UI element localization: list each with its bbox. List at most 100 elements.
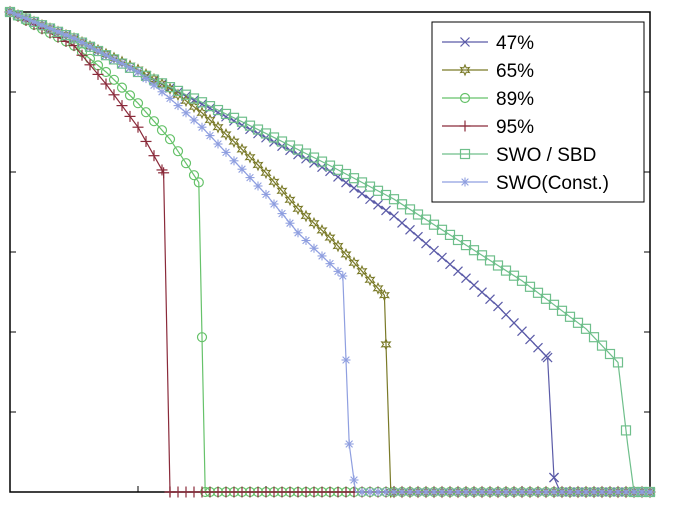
series-5-point-2 — [21, 14, 31, 24]
series-3-point-11 — [92, 68, 104, 80]
series-5-point-49 — [397, 487, 407, 497]
series-5-point-35 — [285, 218, 295, 228]
series-1-point-36 — [292, 202, 304, 216]
series-0-point-64 — [517, 326, 527, 337]
series-4-point-75 — [604, 348, 616, 360]
series-4-point-73 — [588, 332, 600, 343]
legend-marker-2 — [459, 92, 471, 104]
series-1-point-23 — [188, 100, 200, 114]
series-5-point-63 — [509, 487, 519, 497]
series-2-point-18 — [148, 116, 160, 127]
series-5-point-44 — [357, 487, 367, 497]
series-0-point-49 — [397, 217, 407, 228]
series-1-point-44 — [356, 264, 368, 278]
series-4-point-68 — [548, 299, 560, 310]
series-5-point-75 — [605, 487, 615, 497]
series-0-drop-end — [549, 472, 559, 483]
series-5-point-48 — [389, 487, 399, 497]
series-5-point-43 — [349, 475, 359, 485]
series-5-point-64 — [517, 487, 527, 497]
series-5-point-57 — [461, 487, 471, 497]
series-5-point-4 — [37, 20, 47, 30]
series-4-point-23 — [188, 93, 200, 104]
series-5-point-21 — [173, 101, 183, 111]
series-4-point-56 — [452, 234, 464, 246]
series-4-point-70 — [564, 311, 576, 322]
series-4-point-71 — [572, 317, 584, 328]
legend-entry-5: SWO(Const.) — [442, 173, 609, 194]
series-5-point-7 — [61, 30, 71, 40]
legend-marker-0 — [460, 37, 470, 47]
series-5-point-17 — [141, 74, 151, 84]
series-5-point-42 — [341, 355, 351, 365]
series-0-point-62 — [501, 309, 511, 320]
series-3-drop-start — [158, 167, 170, 179]
series-0-point-47 — [381, 205, 391, 216]
series-3-point-18 — [148, 150, 160, 162]
series-2-drop-start — [193, 177, 204, 188]
series-5-point-58 — [469, 487, 479, 497]
series-5-point-28 — [229, 156, 239, 166]
series-4-point-27 — [220, 108, 232, 120]
series-5-point-24 — [197, 122, 207, 132]
series-4-point-76 — [612, 357, 624, 368]
series-0-point-53 — [429, 245, 439, 256]
series-5-point-40 — [325, 259, 335, 269]
series-5-point-77 — [621, 487, 631, 497]
series-layer — [4, 5, 656, 499]
series-5-point-37 — [301, 236, 311, 246]
series-5-point-52 — [421, 487, 431, 497]
series-5-point-47 — [381, 487, 391, 497]
legend-marker-5 — [460, 177, 470, 187]
series-0-point-66 — [533, 342, 543, 353]
series-3-point-9 — [76, 49, 88, 61]
series-5-point-71 — [573, 487, 583, 497]
series-2-point-23 — [188, 170, 200, 181]
series-5-point-76 — [613, 487, 623, 497]
series-5-point-18 — [149, 80, 159, 90]
legend-marker-4 — [459, 148, 471, 160]
series-2-point-19 — [156, 125, 168, 136]
series-4-point-22 — [180, 89, 192, 100]
series-1-point-41 — [332, 239, 344, 253]
series-5-point-68 — [549, 487, 559, 497]
series-5-point-50 — [405, 487, 415, 497]
series-3-point-14 — [116, 100, 128, 112]
series-0-point-52 — [421, 238, 431, 249]
series-4-point-66 — [532, 287, 544, 298]
series-3-point-10 — [84, 59, 96, 71]
series-3-point-16 — [132, 121, 144, 133]
series-5-point-39 — [317, 251, 327, 261]
series-0-point-65 — [525, 334, 535, 345]
series-5-point-56 — [453, 487, 463, 497]
series-4-point-53 — [428, 219, 440, 230]
series-5-point-69 — [557, 487, 567, 497]
series-4-point-20 — [164, 82, 176, 93]
series-4-point-77 — [620, 425, 632, 436]
series-1-point-31 — [252, 158, 264, 172]
series-5-point-8 — [69, 33, 79, 43]
series-5-point-19 — [157, 87, 167, 97]
series-0-point-63 — [509, 318, 519, 328]
series-1-point-25 — [204, 113, 216, 127]
legend-label-5: SWO(Const.) — [496, 173, 609, 194]
series-2-point-16 — [132, 98, 144, 109]
series-5-point-30 — [245, 173, 255, 183]
series-4-point-74 — [596, 340, 608, 351]
series-5-point-78 — [629, 487, 639, 497]
series-1-point-35 — [284, 193, 296, 207]
series-0-drop-start — [542, 352, 553, 363]
legend-entry-3: 95% — [442, 117, 534, 138]
series-4-point-62 — [500, 265, 512, 276]
series-4-point-51 — [412, 209, 424, 220]
series-1-point-45 — [364, 273, 376, 287]
series-1-point-40 — [324, 231, 336, 244]
series-5-point-45 — [365, 487, 375, 497]
series-2-point-13 — [108, 74, 120, 85]
series-5-point-33 — [269, 199, 279, 209]
series-0-point-46 — [373, 199, 383, 210]
series-1-point-29 — [236, 143, 248, 156]
series-4-point-21 — [172, 85, 184, 97]
series-5-point-12 — [101, 50, 111, 60]
